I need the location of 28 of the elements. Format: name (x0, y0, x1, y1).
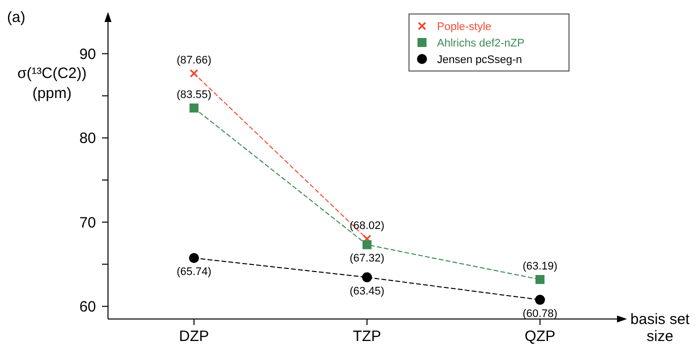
data-label: (67.32) (350, 252, 384, 265)
legend-label: Jensen pcSseg-n (437, 54, 522, 66)
x-tick-label: DZP (179, 328, 209, 345)
chart-title: (a) (7, 9, 26, 26)
point (190, 104, 198, 113)
data-label: (60.78) (522, 308, 558, 320)
legend-label: Pople-style (437, 20, 492, 33)
data-label: (87.66) (176, 54, 212, 66)
y-axis-title: σ(¹³C(C2)) (ppm) (17, 65, 87, 102)
y-tick-label: 70 (79, 214, 96, 232)
x-tick-label: QZP (524, 328, 556, 345)
point (535, 294, 545, 305)
data-label: (65.74) (176, 266, 212, 278)
x-tick-label: TZP (352, 328, 382, 345)
point (189, 253, 199, 264)
data-label: (83.55) (176, 89, 212, 102)
point (362, 240, 372, 250)
y-tick-label: 80 (79, 130, 96, 148)
data-label: (63.19) (522, 260, 558, 272)
point (190, 69, 198, 78)
data-label: (63.45) (350, 285, 384, 298)
y-tick-label: 90 (79, 46, 96, 63)
point (362, 272, 372, 282)
point (536, 275, 544, 284)
legend-label: Ahlrichs def2-nZP (437, 37, 524, 50)
y-tick-label: 60 (79, 298, 96, 316)
data-label: (68.02) (350, 220, 384, 232)
x-axis-title: basis set size (630, 311, 690, 345)
